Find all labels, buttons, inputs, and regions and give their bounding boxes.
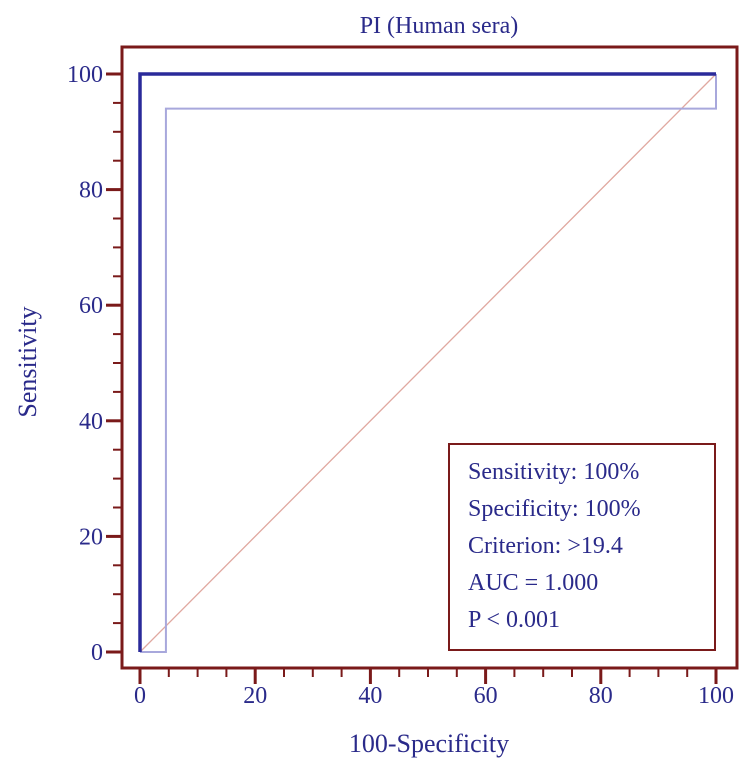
x-axis-label: 100-Specificity: [349, 729, 509, 758]
x-tick-label: 80: [589, 683, 613, 709]
stat-p-value: P < 0.001: [468, 607, 560, 633]
tick-layer: 0 20 40 60 80 100 0 20 40 60 80 100: [67, 62, 734, 709]
stat-specificity: Specificity: 100%: [468, 496, 641, 522]
y-tick-label: 60: [79, 293, 103, 319]
x-tick-label: 40: [358, 683, 382, 709]
stat-sensitivity: Sensitivity: 100%: [468, 459, 639, 485]
series-confidence-bound: [140, 74, 717, 653]
x-tick-label: 20: [243, 683, 267, 709]
series-roc-curve: [138, 72, 716, 652]
stat-criterion: Criterion: >19.4: [468, 533, 623, 559]
y-tick-label: 20: [79, 524, 103, 550]
stat-auc: AUC = 1.000: [468, 570, 598, 596]
y-tick-label: 80: [79, 178, 103, 204]
series-layer: [138, 72, 717, 653]
x-tick-label: 100: [698, 683, 734, 709]
series-reference-diagonal: [139, 73, 717, 653]
stats-box: Sensitivity: 100% Specificity: 100% Crit…: [448, 443, 716, 651]
x-tick-label: 60: [474, 683, 498, 709]
chart-title: PI (Human sera): [360, 13, 519, 39]
y-axis-label: Sensitivity: [13, 306, 42, 417]
x-tick-label: 0: [134, 683, 146, 709]
y-tick-label: 0: [91, 640, 103, 666]
plot-frame: [120, 45, 739, 670]
y-tick-label: 100: [67, 62, 103, 88]
y-tick-label: 40: [79, 409, 103, 435]
stats-box-frame: [448, 443, 716, 651]
